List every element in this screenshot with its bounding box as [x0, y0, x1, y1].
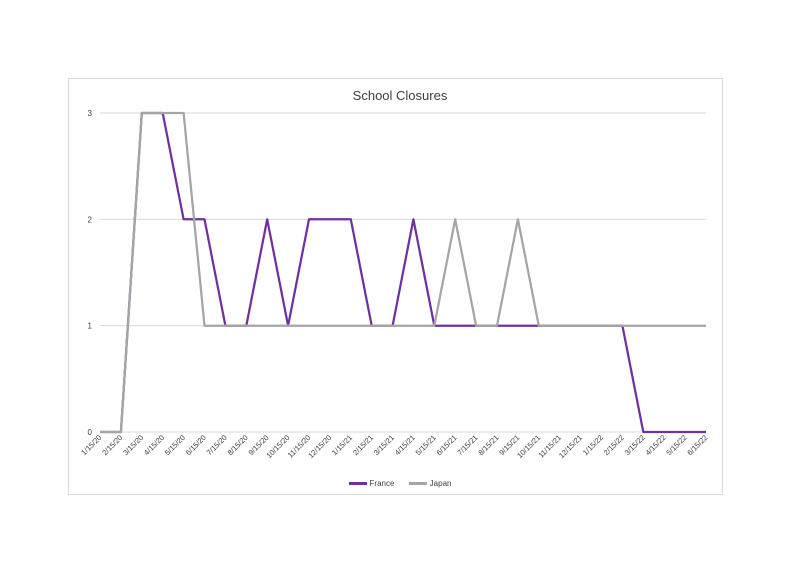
x-tick-label: 5/15/21 [414, 433, 438, 457]
legend-label-france: France [369, 479, 395, 488]
legend-item-france: France [348, 479, 395, 488]
x-tick-label: 2/15/22 [602, 433, 626, 457]
x-tick-label: 2/15/21 [351, 433, 375, 457]
x-tick-label: 6/15/21 [435, 433, 459, 457]
x-tick-label: 8/15/20 [226, 433, 250, 457]
y-tick-label: 2 [88, 215, 93, 224]
x-tick-label: 3/15/20 [121, 433, 145, 457]
x-tick-label: 5/15/20 [163, 433, 187, 457]
x-tick-label: 3/15/22 [623, 433, 647, 457]
x-tick-label: 4/15/21 [393, 433, 417, 457]
legend-swatch-japan [408, 482, 427, 485]
legend-label-japan: Japan [429, 479, 452, 488]
y-tick-label: 1 [88, 322, 93, 331]
x-tick-label: 8/15/21 [476, 433, 500, 457]
legend-swatch-france [348, 482, 367, 485]
x-tick-label: 2/15/20 [100, 433, 124, 457]
x-tick-label: 12/15/20 [306, 433, 333, 460]
x-tick-label: 1/15/21 [330, 433, 354, 457]
series-line-japan [100, 111, 706, 434]
x-tick-label: 5/15/22 [664, 433, 688, 457]
x-tick-label: 1/15/22 [581, 433, 605, 457]
x-tick-label: 12/15/21 [557, 433, 584, 460]
x-tick-label: 6/15/22 [685, 433, 709, 457]
x-tick-label: 6/15/20 [184, 433, 208, 457]
x-tick-label: 7/15/20 [205, 433, 229, 457]
x-tick-label: 4/15/22 [644, 433, 668, 457]
x-tick-label: 3/15/21 [372, 433, 396, 457]
y-tick-label: 3 [88, 109, 93, 118]
chart-title: School Closures [352, 88, 448, 103]
x-tick-label: 4/15/20 [142, 433, 166, 457]
x-tick-label: 7/15/21 [455, 433, 479, 457]
y-tick-label: 0 [88, 428, 93, 437]
legend-item-japan: Japan [408, 479, 452, 488]
chart-frame [68, 78, 723, 495]
chart-legend: France Japan [0, 478, 800, 488]
series-line-france [100, 111, 706, 434]
